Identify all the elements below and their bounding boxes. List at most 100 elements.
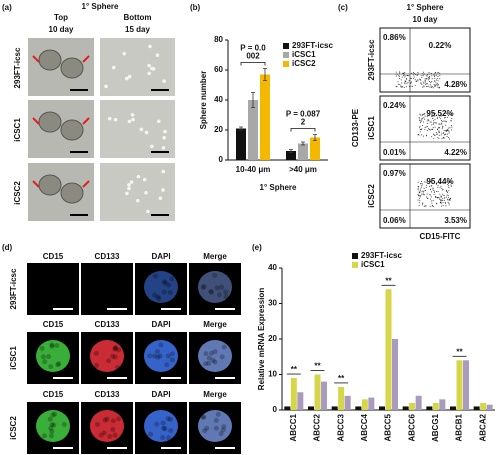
event bbox=[427, 86, 429, 88]
event bbox=[404, 75, 406, 77]
bar bbox=[480, 402, 487, 410]
arrow bbox=[32, 55, 90, 63]
quadrant-percent: 4.22% bbox=[444, 148, 467, 157]
cell bbox=[139, 127, 144, 132]
significance: ** bbox=[291, 365, 298, 374]
event bbox=[417, 72, 419, 74]
event bbox=[410, 78, 412, 80]
event bbox=[425, 85, 427, 87]
event bbox=[419, 196, 421, 198]
cell bbox=[127, 119, 132, 124]
event bbox=[448, 199, 450, 201]
event bbox=[423, 113, 425, 115]
cell bbox=[163, 129, 167, 134]
nucleus bbox=[208, 289, 214, 295]
event bbox=[425, 78, 427, 80]
sphere bbox=[38, 174, 62, 196]
event bbox=[430, 82, 432, 84]
event bbox=[441, 132, 443, 134]
event bbox=[417, 199, 419, 201]
nucleus bbox=[61, 421, 67, 427]
event bbox=[433, 112, 435, 114]
event bbox=[445, 130, 447, 132]
nucleus bbox=[51, 422, 57, 428]
event bbox=[437, 196, 439, 198]
event bbox=[434, 126, 436, 128]
event bbox=[412, 71, 414, 73]
cell bbox=[142, 177, 147, 182]
event bbox=[426, 135, 428, 137]
nucleus bbox=[208, 288, 214, 294]
cell bbox=[155, 53, 160, 57]
event bbox=[414, 79, 416, 81]
event bbox=[434, 135, 436, 137]
row-label: iCSC1 bbox=[367, 116, 376, 140]
event bbox=[429, 83, 431, 85]
event bbox=[448, 181, 450, 183]
event bbox=[435, 74, 437, 76]
column-time: 15 day bbox=[125, 25, 150, 34]
event bbox=[421, 204, 423, 206]
nucleus bbox=[112, 346, 118, 352]
event bbox=[432, 128, 434, 130]
sphere bbox=[60, 119, 84, 141]
event bbox=[401, 76, 403, 78]
event bbox=[403, 74, 405, 76]
channel-label: CD133 bbox=[95, 390, 120, 399]
quadrant-percent: 0.01% bbox=[383, 148, 406, 157]
event bbox=[432, 189, 434, 191]
x-axis-label: 1° Sphere bbox=[260, 183, 298, 192]
event bbox=[434, 77, 436, 79]
cell bbox=[113, 117, 118, 122]
row-label: iCSC1 bbox=[13, 118, 22, 142]
event bbox=[422, 191, 424, 193]
nucleus bbox=[215, 411, 221, 417]
event bbox=[439, 78, 441, 80]
panel-label: (e) bbox=[252, 243, 262, 252]
cell bbox=[156, 119, 161, 124]
bar bbox=[392, 339, 398, 410]
nucleus bbox=[169, 357, 175, 363]
nucleus bbox=[212, 272, 218, 278]
quadrant-percent: 0.86% bbox=[383, 33, 406, 42]
event bbox=[431, 204, 433, 206]
event bbox=[438, 131, 440, 133]
event bbox=[443, 197, 445, 199]
event bbox=[442, 183, 444, 185]
event bbox=[450, 120, 452, 122]
event bbox=[447, 196, 449, 198]
bar bbox=[415, 395, 422, 410]
cell bbox=[131, 117, 135, 122]
event bbox=[430, 85, 432, 87]
x-tick-label: ABCC2 bbox=[313, 413, 322, 441]
legend-swatch bbox=[352, 253, 358, 259]
event bbox=[422, 183, 424, 185]
cell-cluster bbox=[36, 340, 70, 372]
channel-label: DAPI bbox=[151, 252, 170, 261]
nucleus bbox=[206, 360, 212, 366]
event bbox=[436, 118, 438, 120]
quadrant-percent: 0.97% bbox=[383, 169, 406, 178]
event bbox=[434, 115, 436, 117]
x-tick-label: ABCB1 bbox=[455, 413, 464, 441]
event bbox=[434, 112, 436, 114]
event bbox=[441, 205, 443, 207]
event bbox=[410, 81, 412, 83]
cell bbox=[161, 188, 165, 192]
event bbox=[424, 81, 426, 83]
nucleus bbox=[206, 355, 212, 361]
cell bbox=[161, 145, 166, 150]
event bbox=[400, 84, 402, 86]
cell-cluster bbox=[144, 340, 178, 372]
significance: ** bbox=[456, 347, 463, 356]
nucleus bbox=[203, 361, 209, 367]
cell bbox=[158, 196, 163, 201]
event bbox=[404, 82, 406, 84]
nucleus bbox=[169, 351, 175, 357]
event bbox=[440, 200, 442, 202]
quadrant-percent: 0.06% bbox=[383, 216, 406, 225]
event bbox=[407, 81, 409, 83]
event bbox=[428, 120, 430, 122]
cell bbox=[146, 209, 150, 214]
bar bbox=[426, 406, 433, 410]
